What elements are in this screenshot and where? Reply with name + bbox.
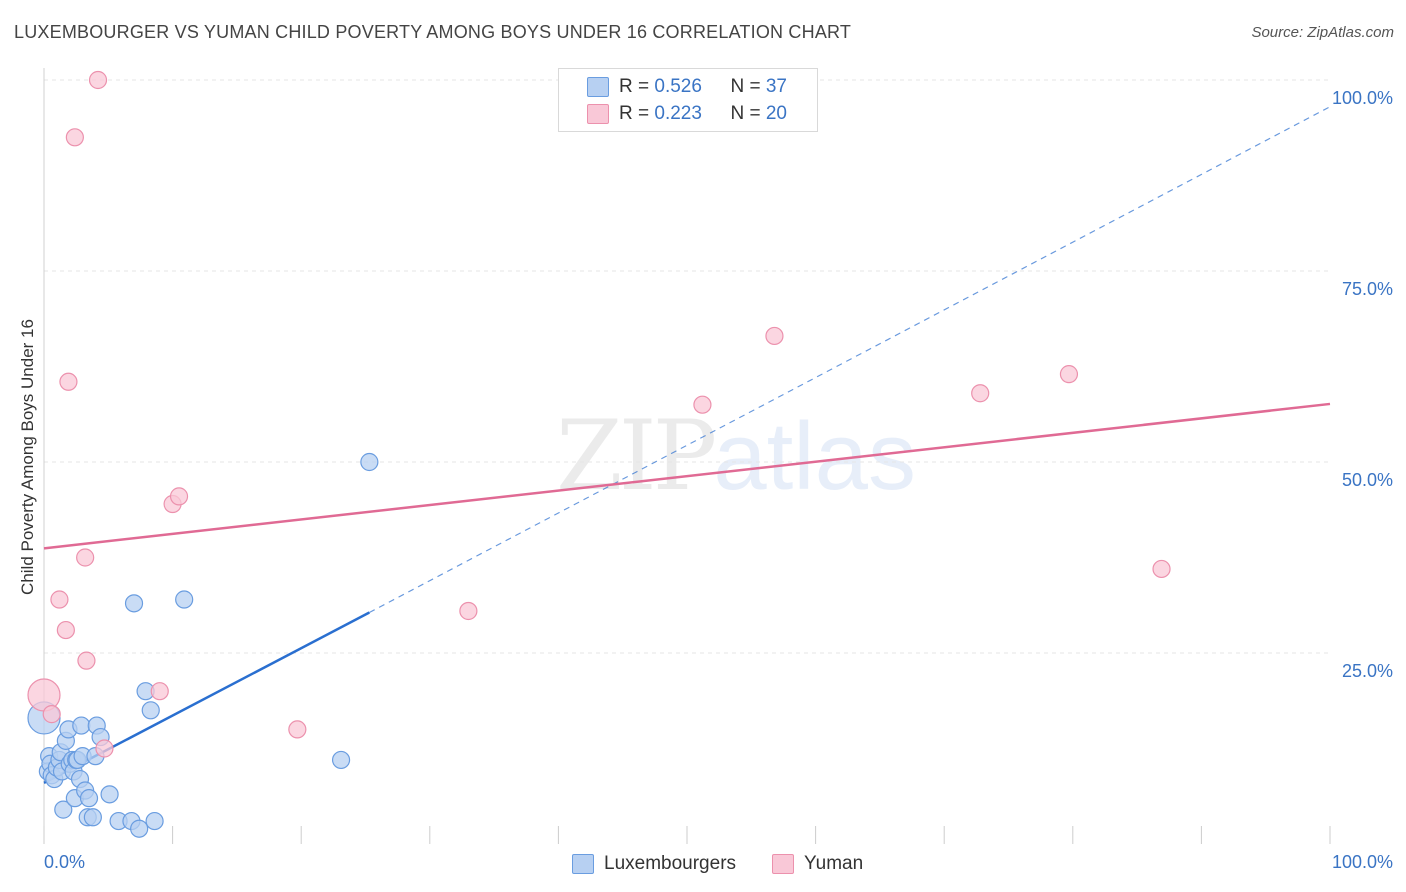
luxembourgers-point bbox=[72, 716, 91, 735]
yuman-point bbox=[59, 372, 78, 391]
yuman-point bbox=[95, 739, 114, 758]
data-points bbox=[27, 70, 1171, 838]
y-tick-label: 50.0% bbox=[1342, 470, 1393, 490]
yuman-point bbox=[169, 487, 189, 506]
legend-r-label: R = bbox=[619, 103, 655, 124]
luxembourgers-point bbox=[360, 452, 379, 472]
luxembourgers-point bbox=[79, 789, 99, 808]
yuman-point bbox=[1059, 365, 1079, 384]
legend-swatch-pink bbox=[772, 854, 794, 874]
legend-swatch-pink bbox=[587, 104, 609, 124]
legend-n-value: 20 bbox=[765, 103, 787, 124]
yuman-point bbox=[88, 70, 108, 90]
yuman-point bbox=[693, 395, 712, 414]
luxembourgers-point bbox=[331, 750, 351, 770]
y-tick-label: 75.0% bbox=[1342, 279, 1393, 299]
luxembourgers-point bbox=[130, 819, 149, 838]
correlation-legend: R = 0.526 N = 37 R = 0.223 N = 20 bbox=[558, 68, 818, 132]
legend-label-luxembourgers: Luxembourgers bbox=[604, 853, 737, 874]
grid-lines bbox=[43, 68, 1330, 844]
legend-swatch-blue bbox=[587, 77, 609, 97]
luxembourgers-point bbox=[145, 811, 164, 831]
yuman-point bbox=[288, 720, 307, 739]
yuman-point bbox=[42, 705, 61, 724]
yuman-point bbox=[765, 326, 784, 346]
legend-swatch-blue bbox=[572, 854, 594, 874]
luxembourgers-trend-extension bbox=[369, 106, 1331, 614]
chart-title: LUXEMBOURGER VS YUMAN CHILD POVERTY AMON… bbox=[14, 22, 852, 42]
legend-r-value: 0.526 bbox=[654, 76, 702, 97]
legend-r-value: 0.223 bbox=[654, 103, 702, 124]
yuman-point bbox=[76, 548, 95, 567]
x-tick-label-start: 0.0% bbox=[44, 852, 85, 872]
legend-n-value: 37 bbox=[765, 76, 787, 97]
axis-labels: 25.0% 50.0% 75.0% 100.0% 0.0% 100.0% bbox=[44, 88, 1393, 872]
x-tick-label-end: 100.0% bbox=[1332, 852, 1393, 872]
trend-lines bbox=[43, 106, 1331, 784]
source-label: Source: ZipAtlas.com bbox=[1251, 24, 1394, 41]
y-axis-label: Child Poverty Among Boys Under 16 bbox=[18, 319, 37, 595]
luxembourgers-point bbox=[141, 701, 160, 720]
y-tick-label: 25.0% bbox=[1342, 661, 1393, 681]
legend-item-luxembourgers: Luxembourgers bbox=[572, 852, 736, 876]
y-tick-label: 100.0% bbox=[1332, 88, 1393, 108]
yuman-point bbox=[50, 590, 69, 609]
luxembourgers-point bbox=[124, 594, 144, 613]
legend-n-label: N = bbox=[730, 76, 766, 97]
yuman-point bbox=[77, 651, 96, 670]
legend-item-yuman: Yuman bbox=[772, 852, 863, 876]
yuman-trend-line bbox=[43, 402, 1331, 550]
legend-n-label: N = bbox=[730, 103, 766, 124]
luxembourgers-point bbox=[83, 808, 102, 827]
luxembourgers-point bbox=[175, 590, 194, 609]
yuman-point bbox=[1152, 559, 1171, 579]
yuman-point bbox=[56, 620, 75, 640]
luxembourgers-point bbox=[54, 800, 73, 819]
legend-label-yuman: Yuman bbox=[804, 853, 864, 874]
luxembourgers-point bbox=[100, 785, 119, 804]
yuman-point bbox=[65, 128, 84, 147]
yuman-point bbox=[971, 384, 990, 403]
yuman-point bbox=[459, 601, 478, 621]
yuman-point bbox=[150, 682, 169, 701]
legend-r-label: R = bbox=[619, 76, 655, 97]
x-axis-ticks bbox=[43, 826, 1331, 844]
